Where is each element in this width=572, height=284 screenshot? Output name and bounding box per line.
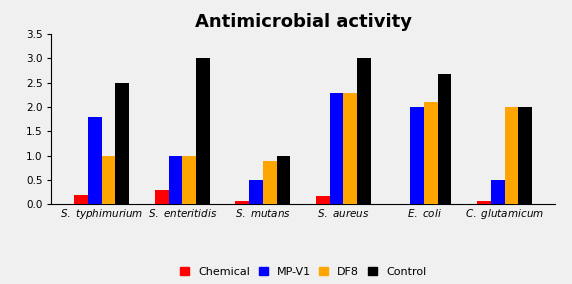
Bar — [505, 107, 518, 204]
Bar — [491, 180, 505, 204]
Bar — [102, 156, 116, 204]
Bar — [88, 117, 102, 204]
Bar — [329, 93, 343, 204]
Bar — [116, 83, 129, 204]
Bar — [477, 201, 491, 204]
Bar — [316, 196, 329, 204]
Bar — [277, 156, 290, 204]
Bar — [196, 59, 210, 204]
Bar — [236, 201, 249, 204]
Bar — [410, 107, 424, 204]
Bar — [155, 190, 169, 204]
Bar — [424, 102, 438, 204]
Bar — [249, 180, 263, 204]
Bar — [263, 161, 277, 204]
Bar — [74, 195, 88, 204]
Bar — [438, 74, 451, 204]
Legend: Chemical, MP-V1, DF8, Control: Chemical, MP-V1, DF8, Control — [178, 265, 428, 279]
Bar — [357, 59, 371, 204]
Title: Antimicrobial activity: Antimicrobial activity — [194, 13, 412, 31]
Bar — [182, 156, 196, 204]
Bar — [518, 107, 532, 204]
Bar — [343, 93, 357, 204]
Bar — [169, 156, 182, 204]
